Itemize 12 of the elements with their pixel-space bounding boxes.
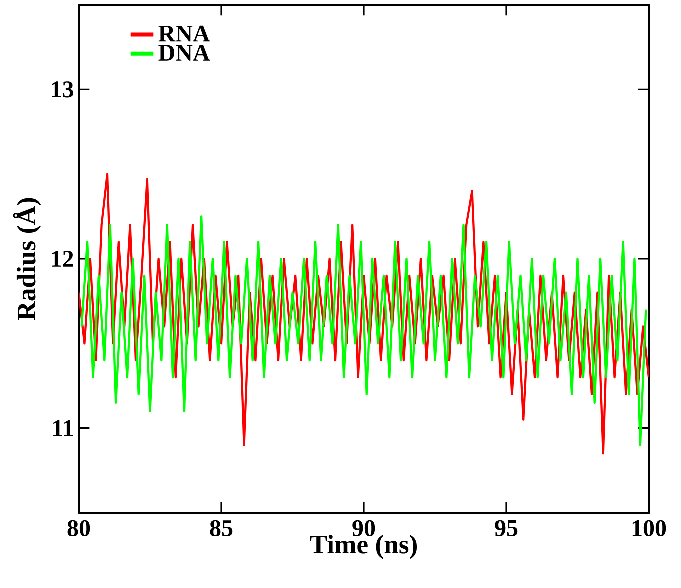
y-tick-label: 11 — [54, 420, 74, 436]
x-tick-label: 85 — [210, 520, 233, 537]
y-tick-label: 12 — [52, 251, 74, 267]
x-tick-label: 80 — [68, 520, 90, 537]
x-tick-label: 100 — [632, 520, 666, 537]
y-tick-label: 13 — [52, 82, 74, 98]
y-axis-title: Radius (Å) — [13, 198, 42, 320]
x-tick-label: 95 — [495, 520, 518, 536]
legend-label: DNA — [158, 45, 210, 61]
x-tick-label: 90 — [352, 520, 376, 537]
x-axis-title: Time (ns) — [310, 535, 418, 560]
legend-label: RNA — [158, 26, 210, 42]
